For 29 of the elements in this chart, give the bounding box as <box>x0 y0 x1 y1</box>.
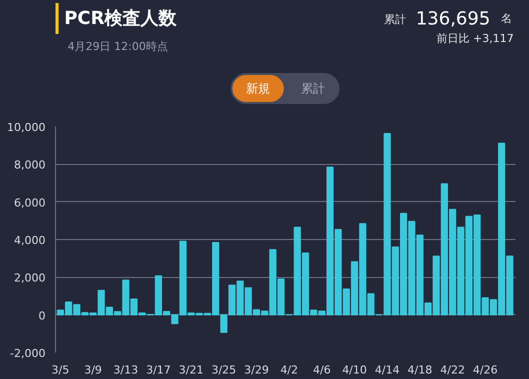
x-tick-label: 3/5 <box>52 364 70 376</box>
chart-title: PCR検査人数 <box>64 8 178 29</box>
x-tick-label: 4/18 <box>408 364 432 376</box>
y-tick-label: 0 <box>38 309 46 322</box>
text: 4月29日 12:00時点 <box>68 40 168 53</box>
y-tick-label: 6,000 <box>14 196 46 210</box>
y-tick-label: -2,000 <box>10 347 46 360</box>
text: 136,695 <box>416 8 490 30</box>
x-tick-label: 4/14 <box>374 364 400 376</box>
x-tick-label: 3/9 <box>84 364 102 376</box>
x-tick-label: 4/6 <box>313 364 331 376</box>
text: 前日比 +3,117 <box>436 32 514 45</box>
x-tick-label: 4/2 <box>280 364 298 376</box>
x-tick-label: 3/29 <box>244 364 269 376</box>
x-tick-label: 4/26 <box>472 364 498 376</box>
x-tick-label: 3/17 <box>146 364 171 376</box>
x-tick-label: 4/10 <box>342 364 367 376</box>
x-tick-label: 3/13 <box>113 364 138 376</box>
text: 累計 <box>384 13 406 26</box>
x-tick-label: 4/22 <box>440 364 465 376</box>
text: 名 <box>501 12 512 25</box>
text: 新規 <box>246 82 270 96</box>
y-tick-label: 10,000 <box>7 121 46 134</box>
y-tick-label: 4,000 <box>14 234 46 247</box>
text: 累計 <box>300 82 325 96</box>
x-tick-label: 3/25 <box>211 364 236 376</box>
y-tick-label: 2,000 <box>14 272 46 285</box>
y-tick-label: 8,000 <box>14 158 46 172</box>
x-tick-label: 3/21 <box>178 364 204 376</box>
